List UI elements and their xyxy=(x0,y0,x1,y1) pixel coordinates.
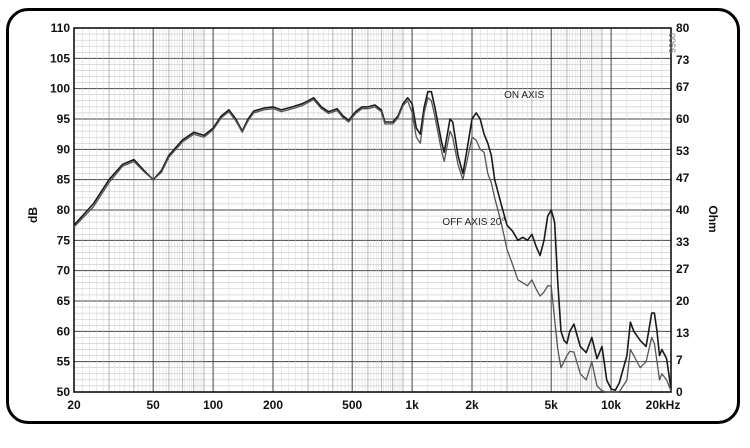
annotation-label: OFF AXIS 20° xyxy=(442,217,505,228)
y2-tick-label: 47 xyxy=(676,171,690,185)
y2-tick-label: 40 xyxy=(676,203,690,217)
y-tick-label: 80 xyxy=(57,203,71,217)
y-tick-label: 100 xyxy=(50,82,70,96)
y-tick-label: 75 xyxy=(57,233,71,247)
x-tick-label: 20kHz xyxy=(646,398,681,412)
y-tick-label: 95 xyxy=(57,112,71,126)
series-line-on-axis xyxy=(73,90,672,391)
x-tick-label: 10k xyxy=(601,398,621,412)
y-tick-label: 110 xyxy=(51,21,71,35)
y2-tick-label: 7 xyxy=(676,353,683,367)
x-tick-label: 200 xyxy=(263,398,283,412)
y-axis-label-left: dB xyxy=(26,207,40,223)
annotation-label: ON AXIS xyxy=(504,90,544,101)
y-tick-label: 55 xyxy=(57,355,71,369)
x-tick-label: 5k xyxy=(545,398,559,412)
x-tick-label: 100 xyxy=(203,398,223,412)
y-axis-label-right: Ohm xyxy=(706,205,720,232)
y2-tick-label: 0 xyxy=(676,385,683,399)
x-tick-label: 1k xyxy=(405,398,419,412)
y2-tick-label: 27 xyxy=(676,262,690,276)
x-tick-label: 500 xyxy=(342,398,362,412)
y-tick-label: 65 xyxy=(57,294,71,308)
y2-tick-label: 60 xyxy=(676,112,690,126)
x-tick-label: 2k xyxy=(465,398,479,412)
plot-border xyxy=(73,27,672,393)
tick-labels: 1101051009590858075706560555080736760534… xyxy=(50,21,690,412)
y2-tick-label: 13 xyxy=(676,326,690,340)
y-tick-label: 70 xyxy=(57,264,71,278)
chart-frame: 110 105 100 95 90 85 80 75 70 65 60 55 50 80 73 67 60 53 4… xyxy=(6,8,740,424)
y-tick-label: 90 xyxy=(57,142,71,156)
y-tick-label: 105 xyxy=(50,51,70,65)
y2-tick-label: 33 xyxy=(676,235,690,249)
grid xyxy=(73,27,672,393)
y2-tick-label: 80 xyxy=(676,21,690,35)
x-tick-label: 20 xyxy=(67,398,81,412)
x-tick-label: 50 xyxy=(147,398,161,412)
corner-stamp: 0066 xyxy=(667,33,677,53)
y2-tick-label: 53 xyxy=(676,144,690,158)
y-tick-label: 60 xyxy=(57,324,71,338)
frequency-response-chart: 1101051009590858075706560555080736760534… xyxy=(26,21,720,412)
y2-tick-label: 20 xyxy=(676,294,690,308)
y2-tick-label: 67 xyxy=(676,80,690,94)
y-tick-label: 50 xyxy=(57,385,71,399)
series-group xyxy=(73,90,672,393)
y2-tick-label: 73 xyxy=(676,53,690,67)
series-line-off-axis-20 xyxy=(73,97,672,393)
y-tick-label: 85 xyxy=(57,173,71,187)
